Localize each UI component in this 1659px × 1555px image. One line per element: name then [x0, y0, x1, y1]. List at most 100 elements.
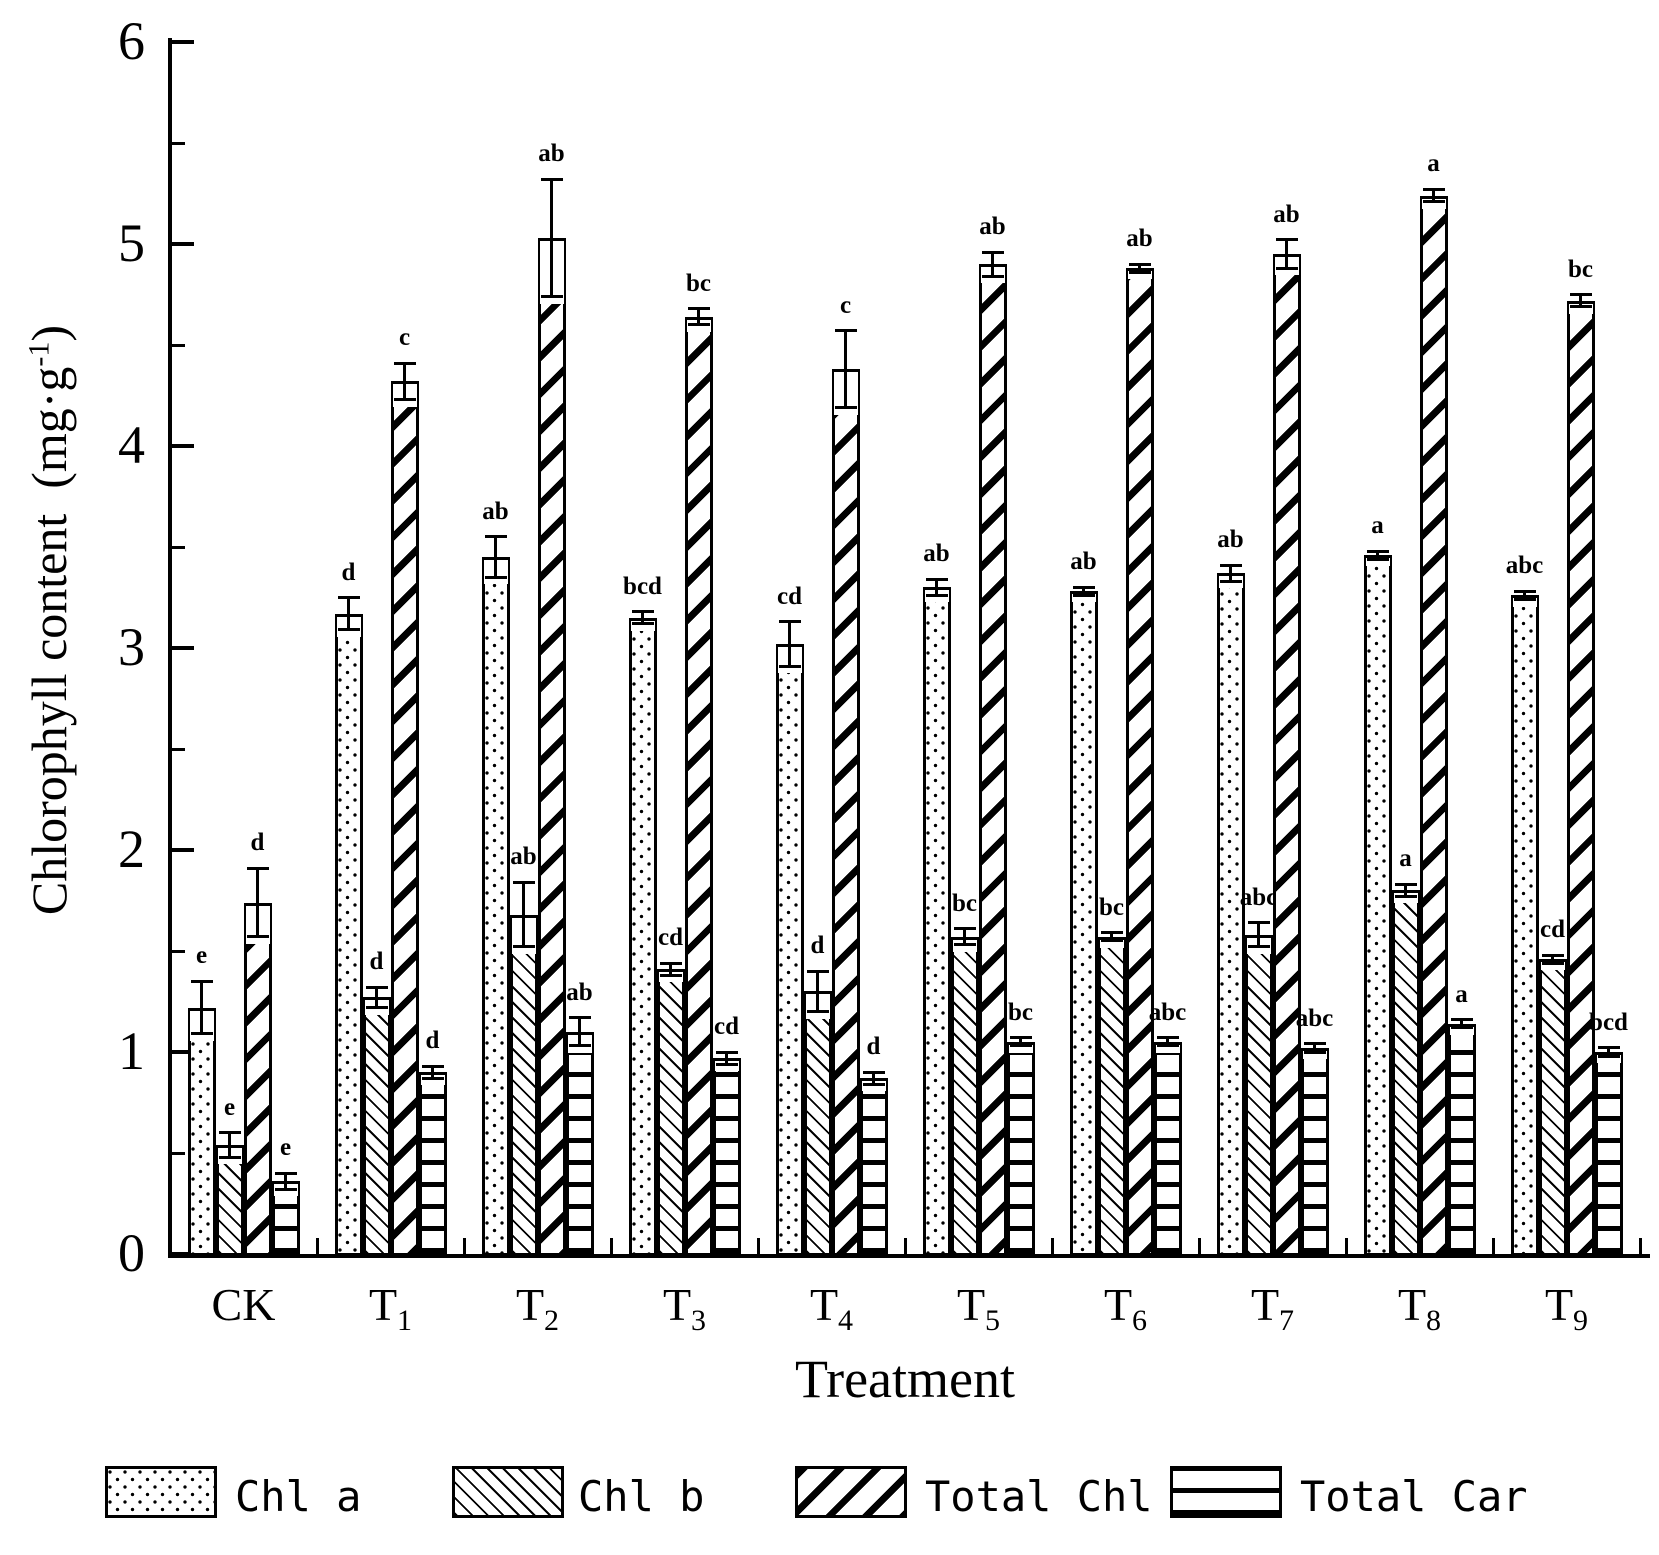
sig-letter: d — [810, 932, 825, 960]
error-cap-bottom — [512, 945, 535, 949]
x-category-label-T8: T8 — [1397, 1279, 1442, 1338]
bar-T7-slash — [1272, 254, 1301, 1256]
error-line — [1523, 591, 1526, 600]
error-cap-bottom — [925, 593, 948, 597]
error-box — [658, 972, 683, 983]
sig-letter: ab — [979, 213, 1006, 241]
sig-letter: bc — [952, 889, 977, 917]
bar-CK-dots — [187, 1007, 216, 1256]
sig-letter: ab — [1070, 548, 1097, 576]
error-cap-top — [421, 1064, 444, 1068]
error-box — [420, 1075, 445, 1086]
x-axis-title: Treatment — [795, 1349, 1015, 1409]
bar-T3-hlines — [712, 1058, 741, 1256]
error-cap-bottom — [1275, 266, 1298, 270]
error-line — [578, 1017, 581, 1046]
error-cap-top — [337, 596, 360, 599]
bar-T1-hlines — [418, 1072, 447, 1256]
x-tick — [462, 1238, 466, 1254]
sig-letter: cd — [1540, 916, 1565, 944]
error-cap-top — [1009, 1036, 1032, 1040]
bar-T3-slash — [684, 316, 713, 1256]
error-box — [714, 1061, 739, 1072]
error-cap-bottom — [393, 398, 416, 402]
error-cap-top — [218, 1131, 241, 1135]
bar-T5-backslash — [950, 936, 979, 1256]
sig-letter: d — [866, 1033, 881, 1061]
error-line — [816, 971, 819, 1012]
error-box — [1127, 271, 1152, 280]
y-major-tick — [172, 242, 194, 246]
error-line — [1551, 955, 1554, 964]
error-line — [788, 621, 791, 667]
error-cap-bottom — [1450, 1026, 1473, 1030]
sig-letter: ab — [923, 540, 950, 568]
sig-letter: ab — [1217, 526, 1244, 554]
sig-letter: bc — [686, 269, 711, 297]
bar-T2-dots — [481, 557, 510, 1256]
bar-T3-backslash — [656, 969, 685, 1256]
error-cap-bottom — [1597, 1054, 1620, 1058]
error-cap-top — [1247, 921, 1270, 925]
sig-letter: bcd — [623, 572, 662, 600]
error-line — [1019, 1037, 1022, 1046]
x-category-label-T4: T4 — [809, 1279, 854, 1338]
error-line — [725, 1052, 728, 1065]
error-cap-top — [568, 1016, 591, 1020]
error-cap-top — [1366, 549, 1389, 553]
bar-T2-backslash — [509, 914, 538, 1256]
x-tick — [315, 1238, 319, 1254]
bar-T8-hlines — [1447, 1023, 1476, 1256]
error-cap-top — [1394, 882, 1417, 886]
bar-T9-dots — [1510, 595, 1539, 1256]
x-tick — [609, 1238, 613, 1254]
sig-letter: cd — [658, 924, 683, 952]
error-cap-bottom — [953, 943, 976, 947]
bar-T8-backslash — [1391, 890, 1420, 1256]
error-line — [1082, 587, 1085, 596]
legend-label: Total Chl — [925, 1472, 1153, 1521]
x-tick — [1638, 1238, 1642, 1254]
error-box — [1596, 1055, 1621, 1064]
error-line — [550, 179, 553, 297]
error-cap-bottom — [421, 1076, 444, 1080]
error-cap-top — [1569, 293, 1592, 296]
bar-T9-hlines — [1594, 1052, 1623, 1256]
sig-letter: cd — [714, 1013, 739, 1040]
error-cap-top — [274, 1171, 297, 1175]
error-line — [935, 579, 938, 596]
error-box — [1071, 594, 1096, 603]
error-box — [1540, 962, 1565, 971]
y-major-tick — [172, 444, 194, 448]
error-line — [669, 963, 672, 976]
x-category-label-T3: T3 — [662, 1279, 707, 1338]
error-cap-top — [1541, 953, 1564, 957]
error-cap-bottom — [274, 1187, 297, 1191]
error-cap-top — [631, 610, 654, 614]
error-cap-bottom — [540, 295, 563, 299]
error-line — [1110, 932, 1113, 941]
x-tick — [756, 1238, 760, 1254]
error-box — [1421, 198, 1446, 209]
sig-letter: e — [195, 942, 208, 970]
error-cap-bottom — [862, 1082, 885, 1086]
error-cap-bottom — [568, 1044, 591, 1048]
bar-T9-slash — [1566, 300, 1595, 1256]
x-tick — [903, 1238, 907, 1254]
error-line — [963, 928, 966, 945]
error-cap-bottom — [806, 1010, 829, 1014]
bar-T2-slash — [537, 237, 566, 1256]
sig-letter: d — [369, 948, 384, 976]
error-cap-top — [1072, 585, 1095, 589]
sig-letter: ab — [538, 140, 565, 168]
sig-letter: bc — [1568, 255, 1593, 283]
error-cap-bottom — [715, 1062, 738, 1066]
error-cap-top — [659, 961, 682, 965]
error-box — [1393, 893, 1418, 904]
error-cap-top — [1422, 187, 1445, 191]
error-box — [1302, 1050, 1327, 1059]
error-cap-bottom — [1247, 945, 1270, 949]
error-line — [1313, 1043, 1316, 1052]
error-line — [228, 1132, 231, 1158]
